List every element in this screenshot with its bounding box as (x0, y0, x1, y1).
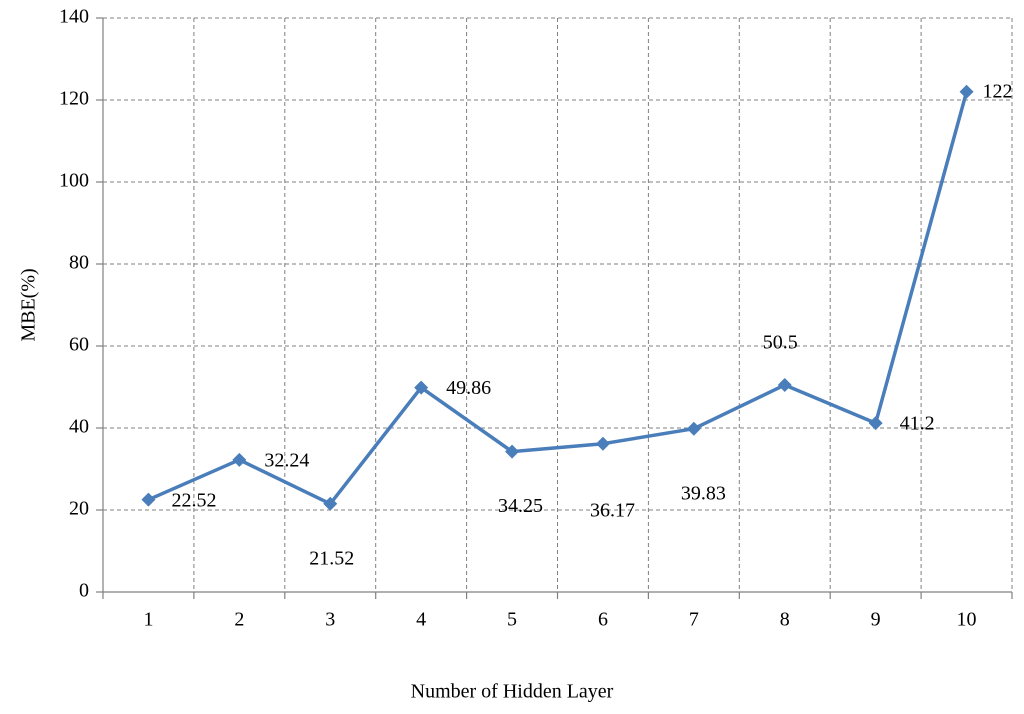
x-tick-label: 3 (325, 609, 335, 631)
marker (505, 444, 520, 459)
x-tick-label: 5 (507, 609, 517, 631)
x-tick-label: 1 (143, 609, 153, 631)
marker (141, 492, 156, 507)
y-tick-label: 140 (59, 6, 89, 28)
y-axis-title: MBE(%) (18, 268, 40, 341)
data-label: 122 (983, 80, 1013, 102)
data-label: 41.2 (900, 413, 935, 435)
y-tick-label: 80 (69, 252, 89, 274)
marker (232, 452, 247, 467)
x-axis-title: Number of Hidden Layer (411, 681, 614, 703)
marker (959, 84, 974, 99)
data-label: 39.83 (681, 482, 726, 504)
y-tick-label: 60 (69, 334, 89, 356)
data-label: 32.24 (264, 449, 309, 471)
y-tick-label: 0 (79, 580, 89, 602)
x-tick-label: 8 (780, 609, 790, 631)
marker (323, 496, 338, 511)
data-label: 34.25 (498, 495, 543, 517)
y-tick-label: 120 (59, 88, 89, 110)
marker (777, 377, 792, 392)
line (147, 91, 969, 506)
marker (868, 416, 883, 431)
data-label: 36.17 (590, 499, 635, 521)
marker (414, 380, 429, 395)
x-tick-label: 6 (598, 609, 608, 631)
data-label: 49.86 (446, 377, 491, 399)
data-label: 50.5 (763, 332, 798, 354)
marker (686, 421, 701, 436)
x-tick-label: 4 (416, 609, 426, 631)
x-tick-label: 2 (234, 609, 244, 631)
y-tick-label: 100 (59, 170, 89, 192)
x-tick-label: 10 (957, 609, 977, 631)
x-tick-label: 9 (871, 609, 881, 631)
y-tick-label: 40 (69, 416, 89, 438)
marker (595, 436, 610, 451)
data-label: 21.52 (309, 547, 354, 569)
data-label: 22.52 (171, 489, 216, 511)
x-tick-label: 7 (689, 609, 699, 631)
y-tick-label: 20 (69, 498, 89, 520)
